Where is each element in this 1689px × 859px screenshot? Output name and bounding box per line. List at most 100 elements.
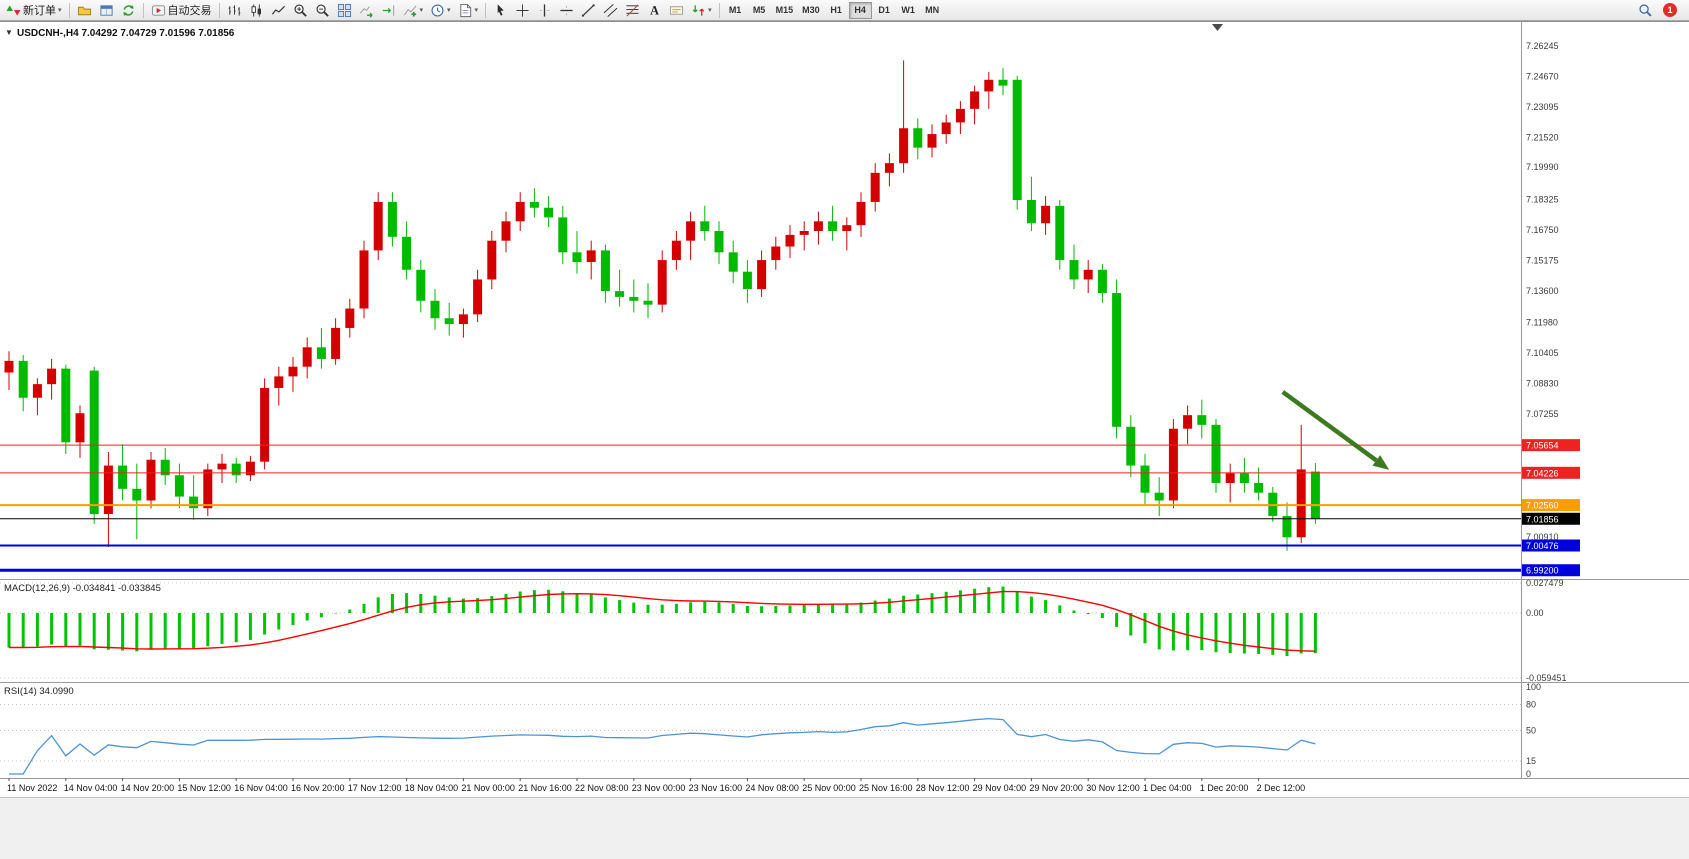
timeframe-button-h1[interactable]: H1 [825, 2, 848, 19]
timeframe-button-d1[interactable]: D1 [873, 2, 896, 19]
chart-shift-marker[interactable] [1212, 24, 1223, 31]
candle [359, 240, 369, 319]
price-axis-tick: 7.13600 [1526, 286, 1559, 296]
vertical-line-button[interactable] [534, 1, 555, 20]
timeframe-button-mn[interactable]: MN [921, 2, 944, 19]
price-line-label-box [1522, 499, 1580, 512]
arrows-button[interactable]: ▾ [688, 1, 715, 20]
price-axis-tick: 7.21520 [1526, 133, 1559, 143]
candle [217, 453, 227, 484]
time-axis-label: 21 Nov 00:00 [461, 783, 515, 793]
indicators-button[interactable]: ▾ [400, 1, 427, 20]
auto-scroll-button[interactable] [356, 1, 377, 20]
fibonacci-button[interactable] [622, 1, 643, 20]
zoom-in-button[interactable] [290, 1, 311, 20]
price-chart[interactable]: 7.26245 7.24670 7.23095 7.21520 7.19990 7.183… [0, 21, 1689, 859]
horizontal-line-7.04226[interactable]: 7.04226 [0, 466, 1580, 479]
candle [416, 260, 426, 313]
new-order-button[interactable]: 新订单 ▾ [3, 1, 65, 20]
chart-type-group: ▾ ▾ ▾ [224, 1, 482, 20]
line-chart-button[interactable] [268, 1, 289, 20]
rsi-axis-tick: 100 [1526, 682, 1541, 692]
horizontal-line-button[interactable] [556, 1, 577, 20]
channel-button[interactable] [600, 1, 621, 20]
horizontal-line-7.00476[interactable]: 7.00476 [0, 539, 1580, 552]
cursor-button[interactable] [490, 1, 511, 20]
candle [1310, 463, 1320, 524]
candle [970, 85, 980, 125]
autotrading-button[interactable]: 自动交易 [148, 1, 215, 20]
price-line-label: 7.00476 [1526, 541, 1559, 551]
cursor-icon [497, 3, 504, 16]
crosshair-button[interactable] [512, 1, 533, 20]
zoom-out-button[interactable] [312, 1, 333, 20]
tile-windows-icon [337, 3, 351, 17]
chart-shift-button[interactable] [378, 1, 399, 20]
candlestick-button[interactable] [246, 1, 267, 20]
timeframe-button-m5[interactable]: M5 [748, 2, 771, 19]
candle [1211, 419, 1221, 493]
time-axis-label: 25 Nov 00:00 [802, 783, 856, 793]
horizontal-line-7.01856[interactable]: 7.01856 [0, 512, 1580, 525]
price-axis-tick: 7.11980 [1526, 317, 1558, 327]
price-axis[interactable]: 7.26245 7.24670 7.23095 7.21520 7.19990 7.183… [1526, 41, 1559, 542]
candle [955, 101, 965, 135]
arrow-annotation[interactable] [1281, 390, 1390, 470]
price-lines-layer[interactable]: 7.05654 7.04226 7.02560 7.01856 7.00476 6.992… [0, 439, 1580, 577]
macd-title: MACD(12,26,9) -0.034841 -0.033845 [4, 583, 161, 594]
timeframe-button-h4[interactable]: H4 [848, 1, 872, 19]
data-window-button[interactable] [96, 1, 117, 20]
chart-window: 7.26245 7.24670 7.23095 7.21520 7.19990 7.183… [0, 21, 1689, 859]
horizontal-line-7.02560[interactable]: 7.02560 [0, 499, 1580, 512]
search-button[interactable] [1635, 1, 1656, 20]
timeframe-button-w1[interactable]: W1 [897, 2, 920, 19]
candle [544, 196, 554, 228]
time-axis[interactable]: 11 Nov 2022 14 Nov 04:00 14 Nov 20:00 15 No… [7, 778, 1305, 793]
candle [1041, 196, 1051, 235]
candle [203, 463, 213, 516]
refresh-button[interactable] [118, 1, 139, 20]
price-line-label-box [1522, 539, 1580, 552]
candle [799, 221, 809, 251]
candle [245, 455, 255, 482]
timeframe-button-m30[interactable]: M30 [798, 2, 824, 19]
zoom-in-icon [294, 3, 307, 17]
candle [387, 192, 397, 247]
candle [103, 451, 113, 547]
fibonacci-icon [626, 4, 639, 16]
templates-button[interactable]: ▾ [455, 1, 482, 20]
quick-trade-toggle[interactable]: ▼ [5, 28, 13, 37]
candle [686, 211, 696, 261]
price-line-label-box [1522, 512, 1580, 525]
candle [1140, 453, 1150, 505]
timeframe-button-m1[interactable]: M1 [724, 2, 747, 19]
profiles-button[interactable] [74, 1, 95, 20]
timeframe-button-m15[interactable]: M15 [772, 2, 798, 19]
autotrading-icon [151, 4, 165, 16]
candle [1055, 199, 1065, 270]
horizontal-line-6.99200[interactable]: 6.99200 [0, 564, 1580, 577]
text-button[interactable]: A [644, 1, 665, 20]
price-line-label-box [1522, 439, 1580, 452]
horizontal-line-7.05654[interactable]: 7.05654 [0, 439, 1580, 452]
price-line-label: 7.02560 [1526, 501, 1559, 511]
candle [302, 337, 312, 379]
bar-chart-icon [228, 4, 240, 16]
text-label-button[interactable] [666, 1, 687, 20]
periods-button[interactable]: ▾ [427, 1, 454, 20]
trendline-button[interactable] [578, 1, 599, 20]
candle [941, 114, 951, 144]
tile-windows-button[interactable] [334, 1, 355, 20]
candle [1197, 399, 1207, 439]
window-group [74, 1, 139, 20]
candle [1282, 502, 1292, 551]
candle [529, 188, 539, 218]
rsi-axis-tick: 0 [1526, 769, 1531, 779]
bar-chart-button[interactable] [224, 1, 245, 20]
candle [558, 205, 568, 264]
candle [458, 308, 468, 338]
time-axis-label: 16 Nov 20:00 [291, 783, 345, 793]
notification-badge[interactable]: 1 [1663, 3, 1677, 17]
search-icon [1639, 3, 1652, 17]
